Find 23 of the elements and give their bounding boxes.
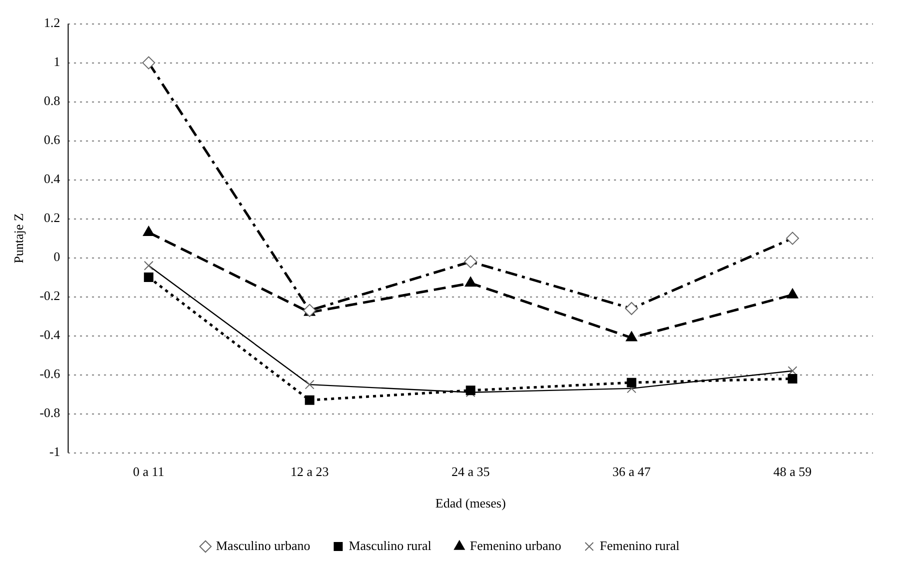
y-tick-label: -1 [49, 444, 60, 460]
legend-label: Femenino rural [600, 538, 680, 553]
y-tick-label: 0.8 [44, 93, 60, 108]
x-tick-label: 12 a 23 [290, 464, 329, 480]
y-tick-label: 0 [54, 249, 60, 264]
legend-label: Femenino urbano [470, 538, 562, 553]
x-tick-label: 48 a 59 [773, 464, 812, 480]
x-tick-label: 0 a 11 [133, 464, 164, 480]
x-tick-label: 24 a 35 [451, 464, 490, 480]
y-tick-label: 1.2 [44, 15, 60, 30]
y-tick-label: 1 [54, 54, 60, 70]
y-axis-title: Puntaje Z [11, 213, 26, 264]
y-tick-label: 0.4 [44, 171, 61, 186]
y-tick-label: 0.2 [44, 210, 60, 226]
legend-label: Masculino rural [348, 538, 432, 553]
y-tick-label: -0.4 [40, 327, 61, 342]
legend-label: Masculino urbano [216, 538, 310, 553]
x-axis-title: Edad (meses) [435, 496, 506, 511]
x-tick-label: 36 a 47 [612, 464, 652, 480]
y-tick-label: -0.2 [40, 288, 60, 304]
y-tick-label: -0.8 [40, 405, 60, 420]
y-tick-label: 0.6 [44, 132, 61, 148]
y-tick-label: -0.6 [40, 366, 61, 382]
